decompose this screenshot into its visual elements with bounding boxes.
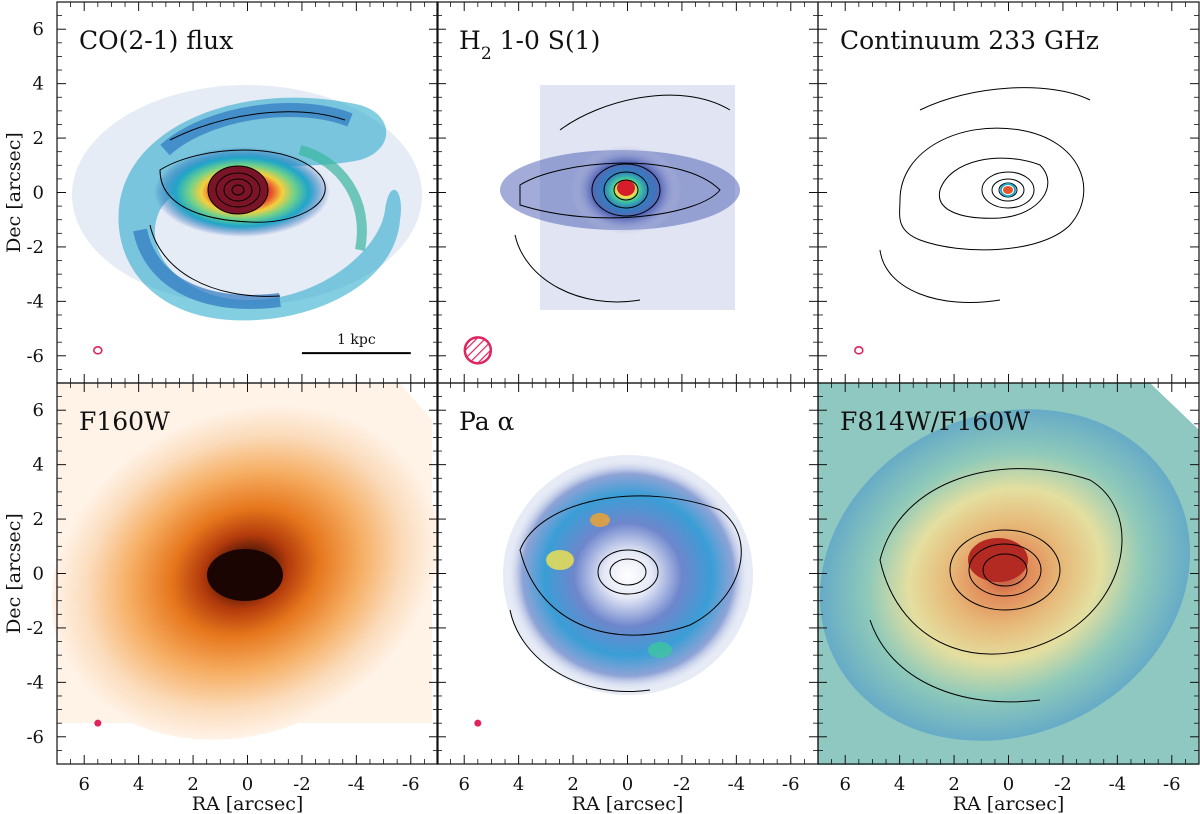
- x-tick-label: -4: [728, 774, 746, 795]
- x-tick-label: 0: [1003, 774, 1014, 795]
- beam-marker: [854, 346, 864, 355]
- y-tick-label: 0: [33, 564, 44, 585]
- panel-title: Continuum 233 GHz: [840, 26, 1099, 55]
- x-tick-label: 2: [567, 774, 578, 795]
- x-tick-label: 0: [242, 774, 253, 795]
- y-tick-label: -2: [26, 237, 44, 258]
- panel-co-flux: [72, 85, 422, 321]
- y-tick-label: 6: [33, 19, 44, 40]
- beam-marker: [94, 719, 102, 727]
- h2-emission-map: [500, 85, 740, 310]
- x-axis-label: RA [arcsec]: [572, 793, 684, 814]
- y-tick-label: 4: [33, 455, 44, 476]
- x-tick-label: -4: [1109, 774, 1127, 795]
- x-tick-label: -2: [673, 774, 691, 795]
- color-ratio-map: [818, 383, 1199, 765]
- y-axis-label: Dec [arcsec]: [3, 132, 25, 253]
- x-tick-label: 4: [894, 774, 905, 795]
- y-tick-label: -2: [26, 618, 44, 639]
- panel-f160w: [51, 383, 439, 740]
- panel-continuum: [879, 87, 1091, 304]
- x-tick-label: -6: [402, 774, 420, 795]
- figure-overlay: CO(2-1) flux H2 1-0 S(1) Continuum 233 GHz…: [3, 1, 1200, 814]
- y-tick-label: 2: [33, 509, 44, 530]
- co-contours: [149, 111, 346, 297]
- y-tick-label: 0: [33, 183, 44, 204]
- y-tick-label: 2: [33, 128, 44, 149]
- y-tick-label: -4: [26, 291, 44, 312]
- x-tick-label: 2: [187, 774, 198, 795]
- panel-pa-alpha: [503, 455, 753, 695]
- x-axis-label: RA [arcsec]: [953, 793, 1065, 814]
- beam-marker: [93, 346, 103, 355]
- x-tick-label: 6: [78, 774, 89, 795]
- continuum-contours: [879, 87, 1091, 304]
- y-tick-label: 4: [33, 74, 44, 95]
- x-tick-label: 4: [513, 774, 524, 795]
- x-tick-label: 4: [133, 774, 144, 795]
- f160w-image: [51, 383, 439, 740]
- x-tick-label: 2: [948, 774, 959, 795]
- x-tick-label: 0: [622, 774, 633, 795]
- x-tick-label: -2: [293, 774, 311, 795]
- y-tick-label: -6: [26, 346, 44, 367]
- panel-title: H2 1-0 S(1): [459, 26, 600, 64]
- co-emission-map: [72, 85, 422, 321]
- x-tick-label: -6: [1163, 774, 1181, 795]
- x-tick-label: 6: [839, 774, 850, 795]
- panel-color-ratio: [818, 383, 1199, 765]
- panel-title: CO(2-1) flux: [79, 26, 233, 55]
- y-axis-label: Dec [arcsec]: [3, 513, 25, 634]
- continuum-core: [1003, 186, 1013, 194]
- x-tick-label: -2: [1054, 774, 1072, 795]
- x-tick-label: -4: [348, 774, 366, 795]
- panel-title: F814W/F160W: [840, 407, 1030, 436]
- h2-contours: [514, 94, 731, 303]
- panel-title: Pa α: [459, 407, 515, 436]
- beam-marker: [463, 336, 493, 365]
- pa-alpha-map: [503, 455, 753, 695]
- continuum-core-ring: [1000, 183, 1016, 197]
- y-tick-label: -4: [26, 672, 44, 693]
- panel-h2: [500, 85, 740, 310]
- x-tick-label: -6: [782, 774, 800, 795]
- scale-bar-label: 1 kpc: [337, 332, 376, 348]
- color-ratio-contours: [869, 468, 1123, 703]
- y-tick-label: 6: [33, 400, 44, 421]
- panel-title: F160W: [79, 407, 170, 436]
- x-axis-label: RA [arcsec]: [192, 793, 304, 814]
- pa-alpha-contours: [509, 495, 742, 692]
- x-tick-label: 6: [458, 774, 469, 795]
- y-tick-label: -6: [26, 727, 44, 748]
- beam-marker: [474, 719, 482, 727]
